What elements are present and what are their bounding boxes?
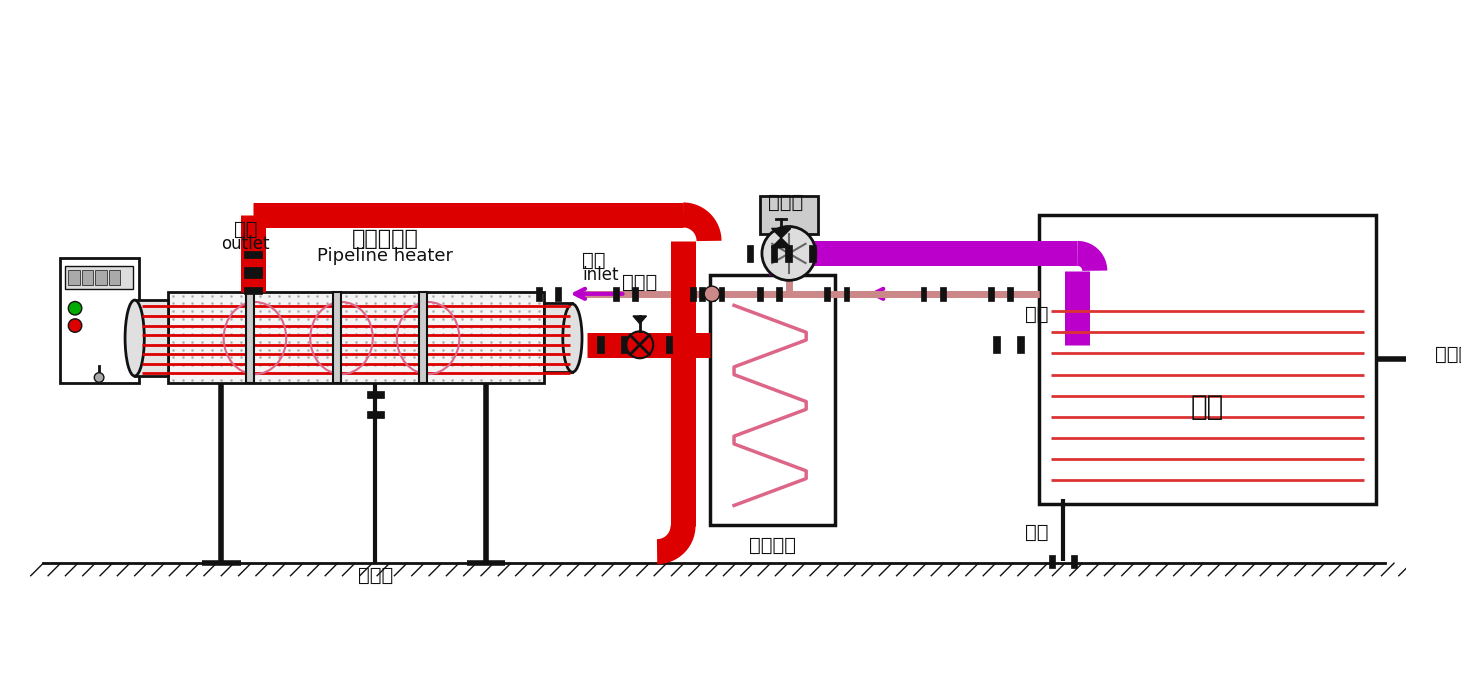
Bar (536, 287, 542, 301)
Bar (719, 287, 725, 301)
Text: 注水: 注水 (1026, 523, 1049, 542)
Text: 用热设备: 用热设备 (749, 537, 796, 556)
Bar (543, 303, 573, 372)
Bar (770, 245, 777, 262)
Bar (247, 292, 254, 384)
Bar (633, 287, 638, 301)
Ellipse shape (562, 304, 581, 372)
Bar (621, 336, 628, 354)
Bar (333, 292, 340, 384)
Text: 管道加热器: 管道加热器 (352, 228, 418, 249)
Text: 水筱: 水筱 (1191, 393, 1224, 422)
Bar (824, 287, 830, 301)
Bar (710, 275, 836, 525)
Bar (168, 292, 543, 384)
Bar (1071, 554, 1077, 568)
Text: 回水: 回水 (1024, 305, 1048, 324)
Bar (785, 245, 792, 262)
Bar (760, 196, 818, 234)
Text: 进口: 进口 (581, 251, 605, 270)
Bar (555, 287, 561, 301)
Text: inlet: inlet (581, 266, 618, 284)
Bar (939, 287, 945, 301)
Bar (988, 287, 993, 301)
Bar (690, 287, 695, 301)
Polygon shape (633, 316, 646, 324)
Bar (95, 270, 107, 285)
Text: outlet: outlet (221, 235, 270, 254)
Bar (1413, 352, 1422, 366)
Text: 出口: 出口 (234, 220, 257, 239)
Text: 溢流口: 溢流口 (1435, 345, 1461, 364)
Bar (1039, 215, 1376, 504)
Bar (776, 287, 782, 301)
Circle shape (95, 373, 104, 382)
Polygon shape (771, 228, 790, 238)
Circle shape (763, 226, 815, 280)
Text: 热水进: 热水进 (622, 273, 657, 292)
Bar (612, 287, 618, 301)
Text: Pipeline heater: Pipeline heater (317, 247, 453, 265)
Bar (367, 411, 384, 418)
Bar (66, 266, 133, 289)
Bar (993, 336, 999, 354)
Bar (1017, 336, 1024, 354)
Bar (598, 336, 605, 354)
Bar (69, 270, 80, 285)
Circle shape (69, 301, 82, 315)
Bar (244, 267, 262, 273)
Bar (747, 245, 754, 262)
Bar (666, 336, 672, 354)
Text: 排污口: 排污口 (358, 566, 393, 585)
Bar (244, 287, 262, 294)
Bar (709, 287, 714, 301)
Bar (641, 336, 649, 354)
Bar (60, 258, 139, 384)
Bar (757, 287, 763, 301)
Polygon shape (771, 238, 790, 248)
Bar (843, 287, 849, 301)
Bar (244, 272, 262, 278)
Circle shape (627, 331, 653, 358)
Ellipse shape (126, 300, 145, 376)
Text: 冷水出: 冷水出 (768, 193, 804, 212)
Circle shape (704, 286, 720, 301)
Bar (108, 270, 120, 285)
Bar (1007, 287, 1012, 301)
Circle shape (69, 319, 82, 333)
Bar (1049, 554, 1055, 568)
Bar (244, 252, 262, 258)
Bar (920, 287, 926, 301)
Bar (419, 292, 427, 384)
Bar (809, 245, 815, 262)
Bar (367, 391, 384, 398)
Bar (700, 287, 706, 301)
Bar (134, 300, 168, 375)
Bar (82, 270, 94, 285)
